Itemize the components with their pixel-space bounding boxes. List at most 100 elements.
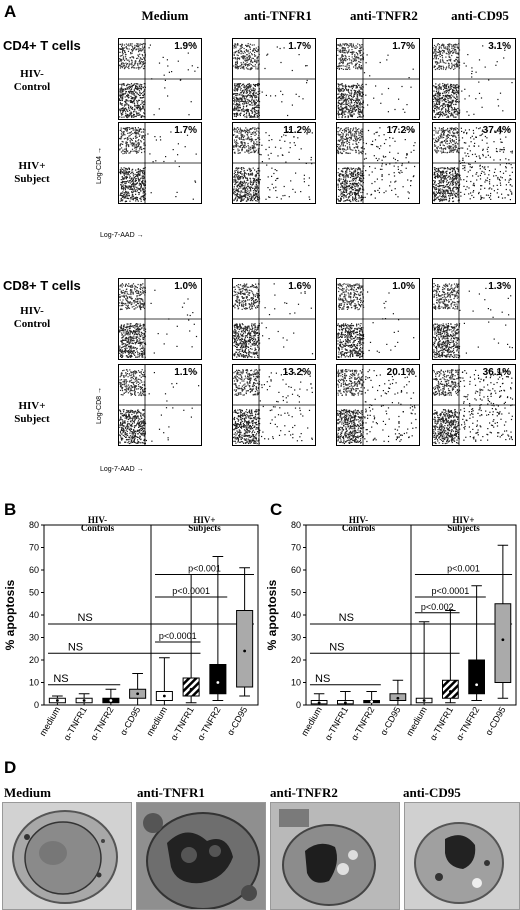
apoptosis-percent-label: 1.6% xyxy=(288,281,311,292)
box-median xyxy=(422,699,426,702)
cd4-x-axis-label: Log-7-AAD → xyxy=(100,232,144,239)
y-tick-label: 50 xyxy=(29,588,39,598)
panel-d-letter: D xyxy=(4,758,17,777)
column-header-anti-tnfr2: anti-TNFR2 xyxy=(350,8,418,23)
apoptosis-percent-label: 1.0% xyxy=(392,281,415,292)
apoptosis-percent-label: 1.7% xyxy=(174,125,197,136)
box-median xyxy=(216,681,220,684)
box-median xyxy=(343,701,347,705)
category-label: α-TNFR1 xyxy=(428,705,455,742)
cd4-flow-plot: 1.7% xyxy=(336,38,420,120)
em-label-anti-tnfr2: anti-TNFR2 xyxy=(270,785,338,800)
box-median xyxy=(396,696,400,700)
apoptosis-percent-label: 1.7% xyxy=(288,41,311,52)
apoptosis-percent-label: 1.9% xyxy=(174,41,197,52)
category-label: medium xyxy=(37,705,62,738)
cd8-y-axis-label: Log-CD8 → xyxy=(96,387,103,424)
apoptosis-percent-label: 17.2% xyxy=(386,125,415,136)
group-label-bottom: Subjects xyxy=(447,523,480,533)
y-tick-label: 60 xyxy=(29,565,39,575)
category-label: α-TNFR2 xyxy=(195,705,222,742)
apoptosis-percent-label: 1.1% xyxy=(174,367,197,378)
box-median xyxy=(82,699,86,702)
cd8-section-title: CD8+ T cells xyxy=(3,278,81,293)
apoptosis-percent-label: 13.2% xyxy=(282,367,311,378)
column-header-medium: Medium xyxy=(141,8,189,23)
em-image-anti-tnfr1 xyxy=(136,802,266,910)
category-label: α-TNFR1 xyxy=(62,705,89,742)
row-label-cd8-hiv-pos: HIV+ Subject xyxy=(14,400,50,425)
box-median xyxy=(243,649,247,653)
apoptosis-percent-label: 1.0% xyxy=(174,281,197,292)
box xyxy=(236,610,254,688)
em-label-medium: Medium xyxy=(4,785,51,800)
group-label-top: HIV+ xyxy=(193,515,215,525)
panel-c-letter: C xyxy=(270,500,283,519)
significance-label: p<0.0001 xyxy=(159,631,197,641)
y-tick-label: 20 xyxy=(29,655,39,665)
em-image-medium xyxy=(2,802,132,910)
significance-label: NS xyxy=(315,673,330,685)
cd4-flow-plot: 11.2% xyxy=(232,122,316,204)
cd8-flow-plot: 1.0% xyxy=(118,278,202,360)
group-label-top: HIV- xyxy=(349,515,368,525)
category-label: α-CD95 xyxy=(483,705,507,737)
row-label-cd8-hiv-neg: HIV- Control xyxy=(13,305,51,330)
category-label: α-CD95 xyxy=(225,705,249,737)
y-tick-label: 10 xyxy=(29,678,39,688)
y-tick-label: 40 xyxy=(291,610,301,620)
box-median xyxy=(501,638,505,642)
significance-label: p<0.002 xyxy=(421,602,454,612)
cd8-x-axis-label: Log-7-AAD → xyxy=(100,466,144,473)
category-label: α-CD95 xyxy=(378,705,402,737)
box-median xyxy=(370,700,374,704)
y-tick-label: 0 xyxy=(296,700,301,710)
y-axis-label: % apoptosis xyxy=(3,579,17,650)
significance-label: NS xyxy=(77,612,92,624)
category-label: medium xyxy=(144,705,169,738)
column-header-anti-cd95: anti-CD95 xyxy=(451,8,509,23)
box-median xyxy=(136,692,140,696)
y-tick-label: 0 xyxy=(34,700,39,710)
y-tick-label: 30 xyxy=(291,633,301,643)
em-label-anti-cd95: anti-CD95 xyxy=(403,785,461,800)
cd8-flow-plot: 1.6% xyxy=(232,278,316,360)
box-median xyxy=(109,699,113,702)
category-label: α-TNFR2 xyxy=(349,705,376,742)
significance-label: NS xyxy=(329,641,344,653)
box-median xyxy=(317,701,321,705)
panel-b-letter: B xyxy=(4,500,17,519)
apoptosis-percent-label: 11.2% xyxy=(283,125,311,136)
y-tick-label: 50 xyxy=(291,588,301,598)
group-label-bottom: Controls xyxy=(342,523,376,533)
row-label-cd4-hiv-neg: HIV- Control xyxy=(13,68,51,93)
box xyxy=(442,679,459,699)
significance-label: NS xyxy=(339,612,354,624)
cd8-flow-plot: 36.1% xyxy=(432,364,516,446)
column-header-anti-tnfr1: anti-TNFR1 xyxy=(244,8,312,23)
cd8-flow-plot: 1.0% xyxy=(336,278,420,360)
box-median xyxy=(475,683,479,687)
cd4-flow-plot: 1.7% xyxy=(232,38,316,120)
significance-label: p<0.001 xyxy=(188,564,221,574)
box-median xyxy=(55,699,59,702)
apoptosis-percent-label: 20.1% xyxy=(386,367,415,378)
y-tick-label: 20 xyxy=(291,655,301,665)
cd4-flow-plot: 3.1% xyxy=(432,38,516,120)
cd4-section-title: CD4+ T cells xyxy=(3,38,81,53)
apoptosis-percent-label: 37.4% xyxy=(482,125,511,136)
category-label: medium xyxy=(299,705,324,738)
box xyxy=(182,677,200,697)
apoptosis-percent-label: 1.3% xyxy=(488,281,511,292)
box xyxy=(494,603,512,683)
category-label: α-CD95 xyxy=(118,705,142,737)
box xyxy=(209,664,227,695)
group-label-top: HIV+ xyxy=(452,515,474,525)
em-image-anti-tnfr2 xyxy=(270,802,400,910)
y-tick-label: 40 xyxy=(29,610,39,620)
category-label: α-TNFR2 xyxy=(454,705,481,742)
cd4-flow-plot: 1.9% xyxy=(118,38,202,120)
cd8-flow-plot: 1.1% xyxy=(118,364,202,446)
cd8-flow-plot: 1.3% xyxy=(432,278,516,360)
significance-label: p<0.0001 xyxy=(431,586,469,596)
